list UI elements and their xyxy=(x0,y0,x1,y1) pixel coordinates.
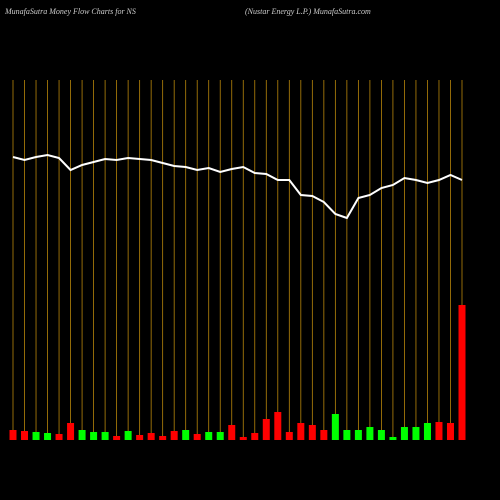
bar xyxy=(124,431,132,440)
bar xyxy=(239,437,247,440)
bar xyxy=(458,305,466,440)
bar xyxy=(389,437,397,440)
bar xyxy=(32,432,40,440)
bar xyxy=(331,414,339,440)
bar xyxy=(354,430,362,440)
bar xyxy=(377,430,385,440)
bar xyxy=(136,435,144,440)
bar xyxy=(182,430,190,440)
bar xyxy=(343,430,351,440)
bar xyxy=(55,434,63,440)
bar xyxy=(262,419,270,440)
bar xyxy=(44,433,52,440)
bar xyxy=(147,433,155,440)
bar xyxy=(78,430,86,440)
chart-title: MunafaSutra Money Flow Charts for NS xyxy=(4,7,136,16)
chart-subtitle: (Nustar Energy L.P.) MunafaSutra.com xyxy=(245,7,371,16)
bar xyxy=(205,432,213,440)
bar xyxy=(113,436,121,440)
bar xyxy=(297,423,305,440)
bar xyxy=(193,434,201,440)
bar xyxy=(21,431,29,440)
bar xyxy=(435,422,443,440)
bar xyxy=(90,432,98,440)
bar xyxy=(423,423,431,440)
bar xyxy=(366,427,374,440)
bar xyxy=(285,432,293,440)
bar xyxy=(400,427,408,440)
bar xyxy=(274,412,282,440)
bar xyxy=(216,432,224,440)
bar xyxy=(9,430,17,440)
bar xyxy=(228,425,236,440)
bar xyxy=(170,431,178,440)
price-line xyxy=(12,153,463,220)
bar xyxy=(159,436,167,440)
bar xyxy=(412,427,420,440)
bar xyxy=(446,423,454,440)
bar xyxy=(101,432,109,440)
bar xyxy=(67,423,75,440)
bar xyxy=(320,430,328,440)
bar xyxy=(251,433,259,440)
bar xyxy=(308,425,316,440)
